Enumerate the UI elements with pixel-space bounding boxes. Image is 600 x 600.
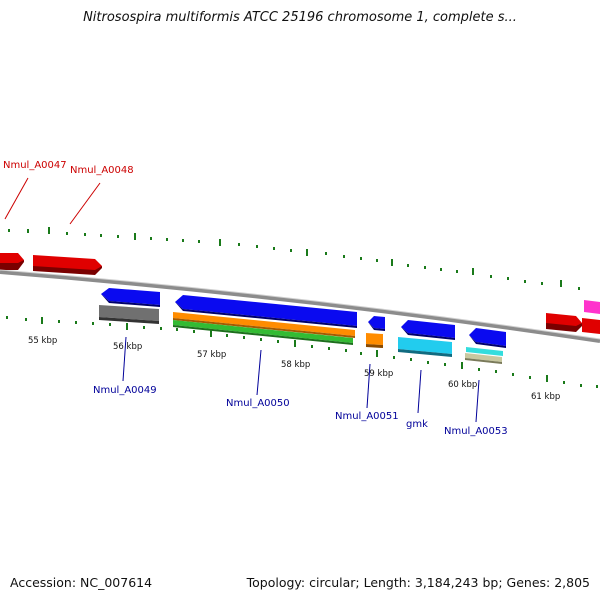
gene-label-nmul-a0047: Nmul_A0047 bbox=[3, 160, 67, 171]
accession-text: Accession: NC_007614 bbox=[10, 575, 153, 590]
kbp-label: 57 kbp bbox=[197, 350, 226, 360]
gene-right-pink bbox=[584, 300, 600, 314]
gene-nmul-a0047-shadow bbox=[0, 260, 24, 270]
gene-label-nmul-a0050: Nmul_A0050 bbox=[226, 398, 290, 409]
lower-tick-track bbox=[6, 316, 598, 388]
sequence-backbone bbox=[0, 270, 600, 343]
kbp-label: 55 kbp bbox=[28, 336, 57, 346]
feature-cyan bbox=[398, 337, 452, 354]
map-title: Nitrosospira multiformis ATCC 25196 chro… bbox=[83, 10, 517, 25]
gene-label-nmul-a0048: Nmul_A0048 bbox=[70, 165, 134, 176]
kbp-label: 56 kbp bbox=[113, 342, 142, 352]
genome-summary-text: Topology: circular; Length: 3,184,243 bp… bbox=[246, 575, 590, 590]
kbp-label: 59 kbp bbox=[364, 369, 393, 379]
gene-right-red-2 bbox=[582, 318, 600, 334]
gene-nmul-a0048-shadow bbox=[33, 266, 102, 275]
gene-nmul-a0051 bbox=[368, 316, 385, 329]
gene-label-nmul-a0051: Nmul_A0051 bbox=[335, 411, 399, 422]
gene-right-red-shadow bbox=[546, 323, 582, 332]
feature-tan bbox=[465, 353, 502, 362]
feature-orange bbox=[173, 312, 355, 336]
kbp-label: 60 kbp bbox=[448, 380, 477, 390]
feature-teal bbox=[466, 347, 503, 356]
upper-tick-track bbox=[8, 227, 580, 290]
bottom-gene-labels[interactable]: Nmul_A0049 Nmul_A0050 Nmul_A0051 gmk Nmu… bbox=[93, 336, 508, 437]
feature-green bbox=[173, 320, 353, 343]
kbp-label: 61 kbp bbox=[531, 392, 560, 402]
gene-nmul-a0053 bbox=[469, 328, 506, 346]
gene-label-nmul-a0049: Nmul_A0049 bbox=[93, 385, 157, 396]
top-gene-labels[interactable]: Nmul_A0047 Nmul_A0048 bbox=[3, 160, 134, 225]
gene-nmul-a0050 bbox=[175, 295, 357, 326]
bottom-strand-genes[interactable] bbox=[99, 288, 506, 364]
top-strand-genes[interactable] bbox=[0, 253, 600, 334]
feature-orange-small bbox=[366, 333, 383, 345]
feature-grey bbox=[99, 305, 159, 321]
gene-gmk bbox=[401, 320, 455, 338]
kbp-label: 58 kbp bbox=[281, 360, 310, 370]
gene-label-gmk: gmk bbox=[406, 419, 428, 430]
kbp-labels: 55 kbp 56 kbp 57 kbp 58 kbp 59 kbp 60 kb… bbox=[28, 336, 560, 402]
gene-label-nmul-a0053: Nmul_A0053 bbox=[444, 426, 508, 437]
gene-nmul-a0049 bbox=[101, 288, 160, 305]
